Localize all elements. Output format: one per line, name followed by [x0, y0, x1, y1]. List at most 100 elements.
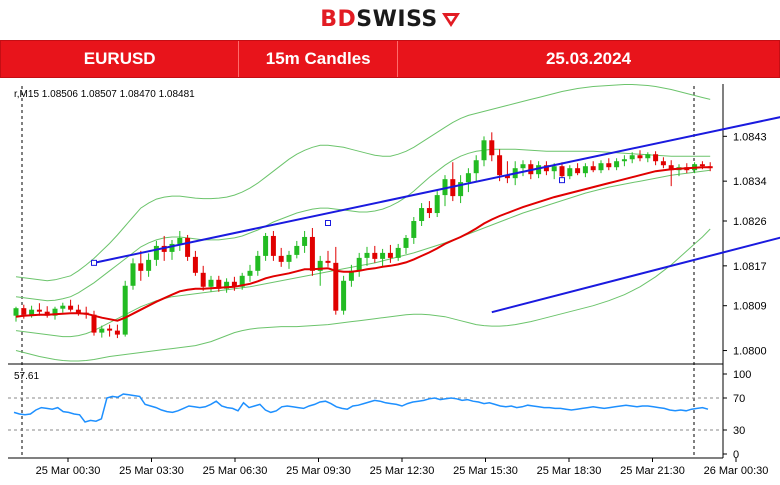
y-axis-tick-label: 1.0834	[733, 176, 767, 188]
candle-body	[426, 208, 432, 214]
candle-body	[543, 165, 549, 172]
y-axis-tick-label: 1.0800	[733, 346, 767, 358]
candle-body	[442, 179, 448, 196]
candle-body	[559, 166, 565, 177]
candle-body	[458, 182, 464, 197]
rsi-axis-tick-label: 70	[733, 393, 745, 405]
header-date: 25.03.2024	[545, 49, 632, 68]
brand-check-icon	[441, 13, 460, 27]
rsi-axis-tick-label: 30	[733, 425, 745, 437]
candle-body	[614, 161, 620, 168]
candle-body	[473, 160, 479, 174]
candle-body	[208, 279, 214, 287]
candle-body	[653, 154, 659, 162]
candle-body	[138, 263, 144, 271]
bands-outer-upper-line	[15, 84, 711, 282]
candle-body	[270, 235, 276, 256]
candle-body	[551, 166, 557, 172]
moving-average-line	[15, 166, 711, 322]
candle-body	[36, 309, 42, 312]
candle-body	[153, 245, 159, 260]
y-axis-tick-label: 1.0817	[733, 261, 767, 273]
candle-body	[325, 260, 331, 263]
candle-body	[247, 270, 253, 276]
x-axis-tick-label: 25 Mar 21:30	[620, 465, 685, 477]
candle-body	[606, 163, 612, 168]
candle-body	[504, 175, 510, 179]
candle-body	[302, 236, 308, 246]
candle-body	[637, 155, 643, 159]
channel-lower-line	[491, 236, 780, 314]
candle-body	[645, 154, 651, 159]
candle-body	[348, 270, 354, 281]
candle-body	[489, 140, 495, 156]
candle-body	[13, 308, 19, 316]
candle-body	[263, 235, 269, 256]
rsi-axis-tick-label: 100	[733, 369, 751, 381]
candle-body	[582, 166, 588, 174]
candle-body	[75, 309, 81, 313]
candle-body	[403, 237, 409, 248]
candle-body	[114, 330, 120, 335]
candle-body	[21, 308, 27, 315]
x-axis-tick-label: 25 Mar 09:30	[286, 465, 351, 477]
x-axis-tick-label: 25 Mar 15:30	[453, 465, 518, 477]
candle-body	[192, 256, 198, 273]
candle-body	[481, 140, 487, 161]
candle-body	[668, 165, 674, 171]
candle-body	[68, 305, 74, 310]
candle-body	[294, 245, 300, 255]
brand-part-2: SWISS	[356, 6, 438, 32]
x-axis-tick-label: 25 Mar 03:30	[119, 465, 184, 477]
candle-body	[629, 155, 635, 160]
candle-body	[278, 255, 284, 262]
channel-anchor-point	[559, 177, 565, 184]
candle-body	[286, 254, 292, 262]
candle-body	[200, 272, 206, 287]
candle-body	[239, 275, 245, 287]
candle-body	[52, 308, 58, 316]
candle-body	[598, 163, 604, 171]
rsi-line	[13, 393, 709, 423]
chart-header-bar: EURUSD 15m Candles 25.03.2024	[0, 40, 780, 78]
brand-wordmark: BDSWISS	[320, 7, 438, 32]
candle-body	[169, 243, 175, 252]
header-pair: EURUSD	[1, 41, 240, 77]
channel-upper-line	[93, 116, 780, 264]
candle-body	[699, 164, 705, 167]
candle-body	[91, 314, 97, 333]
brand-part-1: BD	[320, 6, 357, 32]
rsi-axis-tick-label: 0	[733, 449, 739, 461]
x-axis-tick-label: 25 Mar 18:30	[537, 465, 602, 477]
candle-body	[372, 252, 378, 259]
candle-body	[395, 247, 401, 258]
candle-body	[231, 281, 237, 287]
channel-anchor-point	[325, 220, 331, 227]
chart-area: r,M15 1.08506 1.08507 1.08470 1.08481 57…	[0, 78, 780, 485]
rsi-value-label: 57.61	[14, 371, 39, 382]
candle-body	[122, 285, 128, 335]
x-axis-tick-label: 25 Mar 06:30	[203, 465, 268, 477]
candle-body	[520, 164, 526, 169]
x-axis-tick-label: 26 Mar 00:30	[704, 465, 769, 477]
candle-body	[387, 252, 393, 258]
candle-body	[177, 237, 183, 244]
header-timeframe: 15m Candles	[239, 41, 398, 77]
y-axis-tick-label: 1.0809	[733, 301, 767, 313]
y-axis-tick-label: 1.0826	[733, 216, 767, 228]
bands-inner-lower-line	[15, 169, 711, 338]
candle-body	[590, 166, 596, 171]
x-axis-tick-label: 25 Mar 12:30	[370, 465, 435, 477]
candle-body	[364, 252, 370, 258]
candle-body	[130, 263, 136, 286]
candle-body	[309, 236, 315, 271]
candle-body	[317, 260, 323, 271]
candle-body	[333, 262, 339, 311]
candle-body	[60, 305, 66, 309]
candle-body	[44, 311, 50, 316]
candle-body	[465, 173, 471, 183]
candle-body	[411, 221, 417, 238]
candle-body	[536, 165, 542, 175]
candle-body	[99, 328, 105, 333]
candle-body	[356, 257, 362, 271]
